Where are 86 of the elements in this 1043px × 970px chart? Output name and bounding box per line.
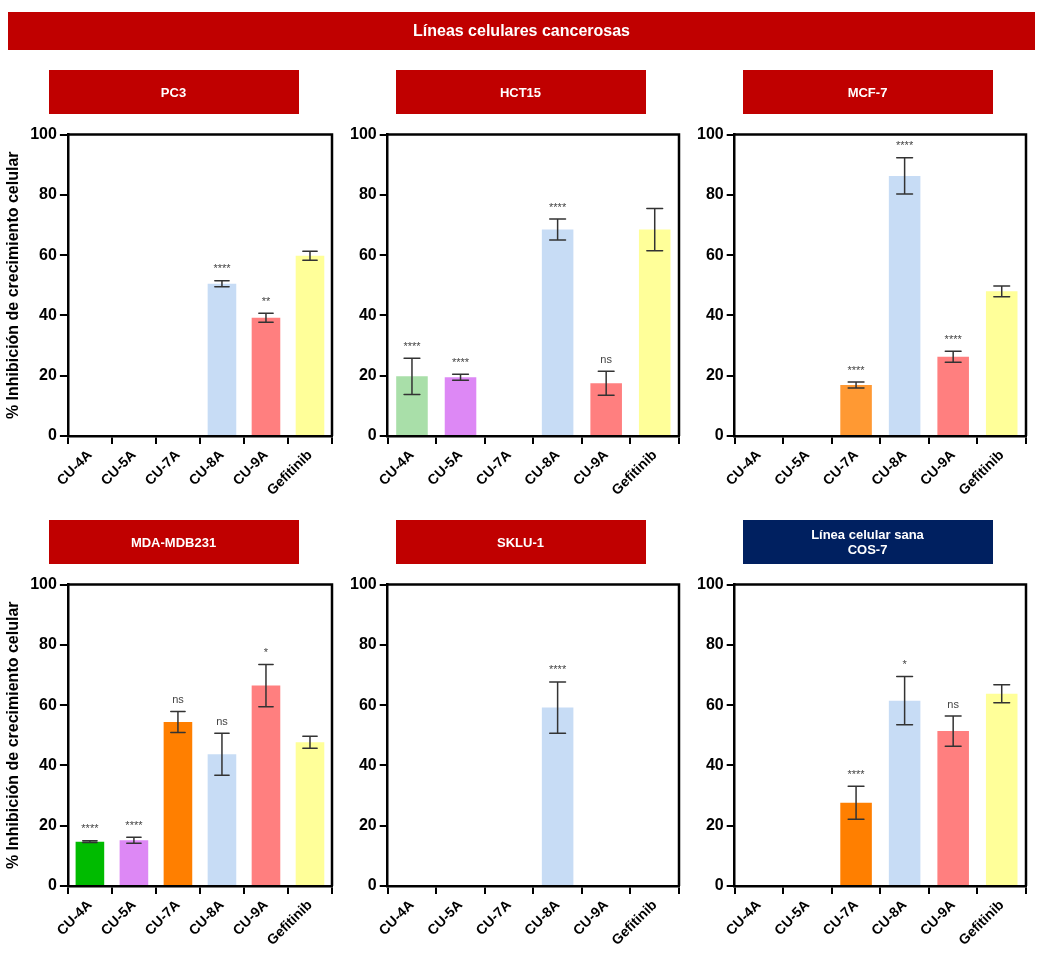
data-label: **** bbox=[213, 262, 232, 275]
y-tick-label: 0 bbox=[47, 876, 57, 894]
y-axis-title: % Inhibición de crecimiento celular bbox=[4, 601, 22, 870]
y-tick-label: 80 bbox=[705, 185, 724, 203]
bar bbox=[396, 376, 428, 435]
y-tick-label: 40 bbox=[705, 755, 724, 773]
data-label: ns bbox=[600, 352, 613, 365]
chart-title: MCF-7 bbox=[846, 84, 889, 100]
y-tick-label: 100 bbox=[30, 125, 57, 143]
bar bbox=[295, 255, 325, 435]
bar bbox=[207, 283, 237, 435]
y-tick-label: 60 bbox=[358, 695, 377, 713]
y-tick-label: 20 bbox=[39, 816, 57, 834]
bar bbox=[75, 841, 105, 885]
data-label: ** bbox=[261, 294, 271, 307]
bar bbox=[590, 383, 622, 435]
bar bbox=[119, 840, 149, 885]
y-tick-label: 80 bbox=[705, 635, 724, 653]
bar bbox=[888, 700, 921, 885]
y-tick-label: 100 bbox=[696, 575, 724, 593]
y-tick-label: 40 bbox=[358, 755, 377, 773]
data-label: **** bbox=[549, 663, 567, 676]
y-tick-label: 80 bbox=[39, 185, 57, 203]
data-label: **** bbox=[847, 767, 866, 780]
y-tick-label: 60 bbox=[358, 245, 377, 263]
y-tick-label: 100 bbox=[349, 125, 377, 143]
data-label: **** bbox=[403, 339, 422, 352]
y-tick-label: 0 bbox=[714, 426, 724, 444]
bar bbox=[251, 685, 281, 885]
y-tick-label: 100 bbox=[696, 125, 724, 143]
bar bbox=[251, 317, 281, 435]
y-tick-label: 60 bbox=[39, 695, 57, 713]
y-tick-label: 60 bbox=[705, 245, 724, 263]
bar bbox=[295, 742, 325, 885]
data-label: ns bbox=[216, 714, 229, 727]
y-tick-label: 20 bbox=[358, 366, 377, 384]
data-label: * bbox=[263, 646, 269, 658]
y-tick-label: 80 bbox=[39, 635, 57, 653]
data-label: **** bbox=[847, 363, 866, 376]
y-tick-label: 80 bbox=[358, 185, 377, 203]
chart-title: MDA-MDB231 bbox=[129, 534, 218, 550]
data-label: * bbox=[902, 658, 908, 671]
y-tick-label: 40 bbox=[358, 305, 377, 323]
chart-title: SKLU-1 bbox=[496, 534, 545, 550]
y-tick-label: 40 bbox=[39, 305, 57, 323]
y-tick-label: 80 bbox=[358, 635, 377, 653]
data-label: **** bbox=[549, 200, 567, 213]
chart-title: Línea celular sana bbox=[810, 527, 925, 542]
y-axis-title: % Inhibición de crecimiento celular bbox=[4, 151, 22, 420]
y-tick-label: 60 bbox=[705, 695, 724, 713]
bar bbox=[937, 356, 969, 435]
y-tick-label: 20 bbox=[705, 816, 724, 834]
bar bbox=[937, 731, 969, 885]
text: Líneas celulares cancerosas bbox=[8, 12, 1035, 50]
bar bbox=[985, 693, 1018, 885]
data-label: ns bbox=[172, 693, 185, 706]
data-label: **** bbox=[81, 822, 100, 835]
y-tick-label: 100 bbox=[30, 575, 57, 593]
y-tick-label: 40 bbox=[705, 305, 724, 323]
bar bbox=[888, 175, 921, 435]
bar bbox=[638, 229, 671, 435]
y-tick-label: 20 bbox=[705, 366, 724, 384]
chart-title: PC3 bbox=[159, 84, 188, 100]
bar bbox=[207, 754, 237, 885]
y-tick-label: 60 bbox=[39, 245, 57, 263]
bar bbox=[163, 722, 193, 885]
data-label: **** bbox=[125, 818, 144, 831]
bar bbox=[840, 802, 872, 885]
y-tick-label: 20 bbox=[39, 366, 57, 384]
chart-subtitle: COS-7 bbox=[846, 542, 889, 557]
bar bbox=[985, 291, 1018, 435]
bar bbox=[444, 377, 477, 435]
chart-title: HCT15 bbox=[498, 84, 543, 100]
bar bbox=[840, 385, 872, 435]
y-tick-label: 100 bbox=[349, 575, 377, 593]
y-tick-label: 0 bbox=[714, 876, 724, 894]
data-label: **** bbox=[944, 332, 963, 345]
data-label: **** bbox=[896, 139, 914, 152]
y-tick-label: 0 bbox=[367, 876, 377, 894]
data-label: **** bbox=[451, 355, 470, 368]
y-tick-label: 0 bbox=[367, 426, 377, 444]
y-tick-label: 20 bbox=[358, 816, 377, 834]
y-tick-label: 0 bbox=[47, 426, 57, 444]
data-label: ns bbox=[947, 697, 960, 710]
bar bbox=[541, 229, 574, 435]
y-tick-label: 40 bbox=[39, 755, 57, 773]
